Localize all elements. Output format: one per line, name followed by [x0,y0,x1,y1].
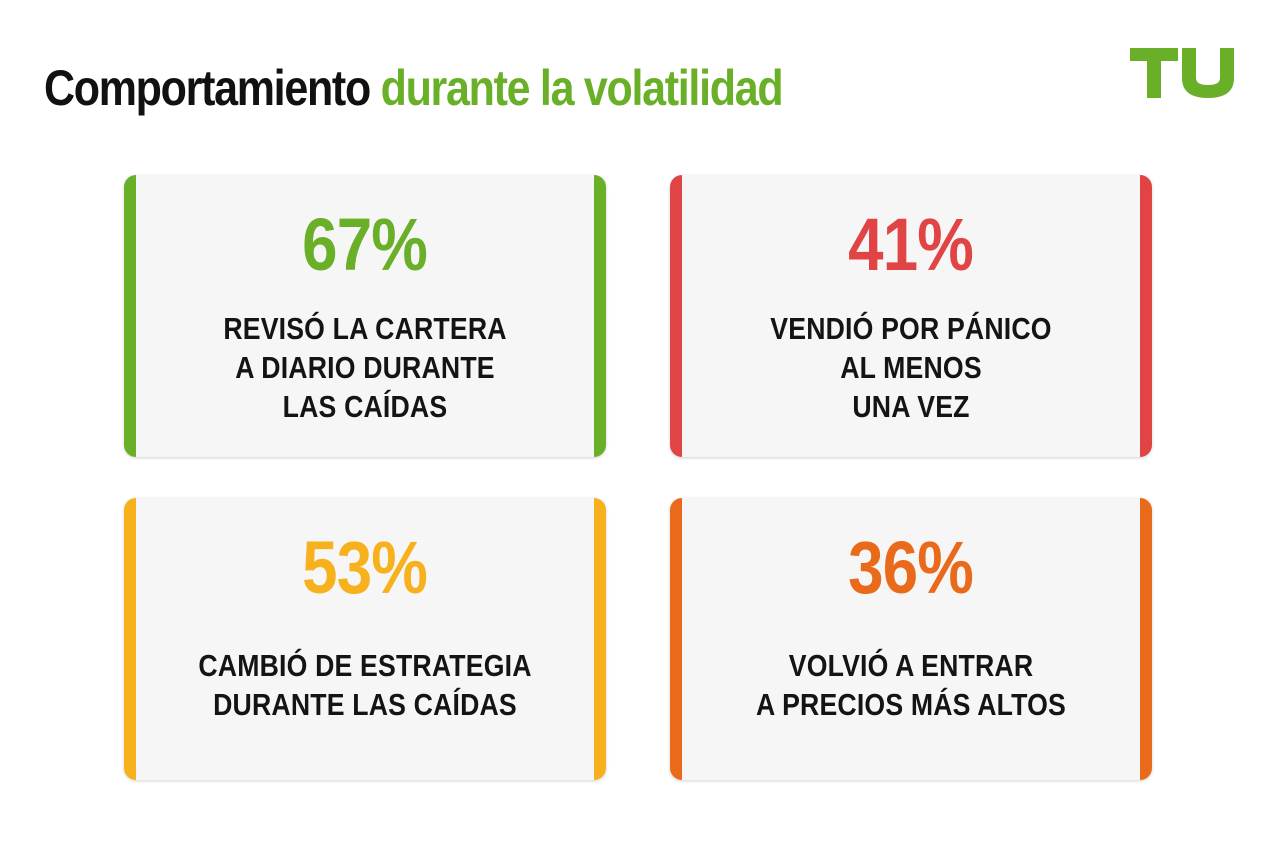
stat-label-line: VOLVIÓ A ENTRAR [788,648,1034,683]
card-accent-right [1140,498,1152,780]
stat-percent: 53% [302,526,429,609]
stat-label-line: A PRECIOS MÁS ALTOS [756,687,1066,722]
stat-label: REVISÓ LA CARTERA A DIARIO DURANTE LAS C… [144,309,586,426]
card-accent-right [594,498,606,780]
stat-label: CAMBIÓ DE ESTRATEGIA DURANTE LAS CAÍDAS [144,646,586,724]
page-title: Comportamiento durante la volatilidad [44,52,784,124]
stat-label: VENDIÓ POR PÁNICO AL MENOS UNA VEZ [690,309,1132,426]
stat-percent: 67% [302,203,429,286]
stat-label-line: LAS CAÍDAS [282,389,448,424]
stat-percent: 41% [848,203,975,286]
stat-label-line: DURANTE LAS CAÍDAS [213,687,517,722]
stat-label-line: REVISÓ LA CARTERA [223,311,507,346]
card-accent-right [594,175,606,457]
title-part-green: durante la volatilidad [380,60,784,116]
card-accent-left [670,498,682,780]
title-part-black: Comportamiento [44,60,371,116]
card-accent-left [124,498,136,780]
stat-percent: 36% [848,526,975,609]
card-accent-right [1140,175,1152,457]
stat-label-line: AL MENOS [840,350,982,385]
stat-card-check-portfolio: 67% REVISÓ LA CARTERA A DIARIO DURANTE L… [124,175,606,457]
stat-label-line: CAMBIÓ DE ESTRATEGIA [198,648,532,683]
stat-label-line: VENDIÓ POR PÁNICO [770,311,1052,346]
stat-label-line: A DIARIO DURANTE [235,350,495,385]
stat-card-reentered-higher: 36% VOLVIÓ A ENTRAR A PRECIOS MÁS ALTOS [670,498,1152,780]
card-accent-left [124,175,136,457]
card-accent-left [670,175,682,457]
stat-card-panic-sell: 41% VENDIÓ POR PÁNICO AL MENOS UNA VEZ [670,175,1152,457]
stat-card-changed-strategy: 53% CAMBIÓ DE ESTRATEGIA DURANTE LAS CAÍ… [124,498,606,780]
tu-logo-icon [1130,48,1234,98]
stat-label: VOLVIÓ A ENTRAR A PRECIOS MÁS ALTOS [690,646,1132,724]
stat-label-line: UNA VEZ [852,389,970,424]
